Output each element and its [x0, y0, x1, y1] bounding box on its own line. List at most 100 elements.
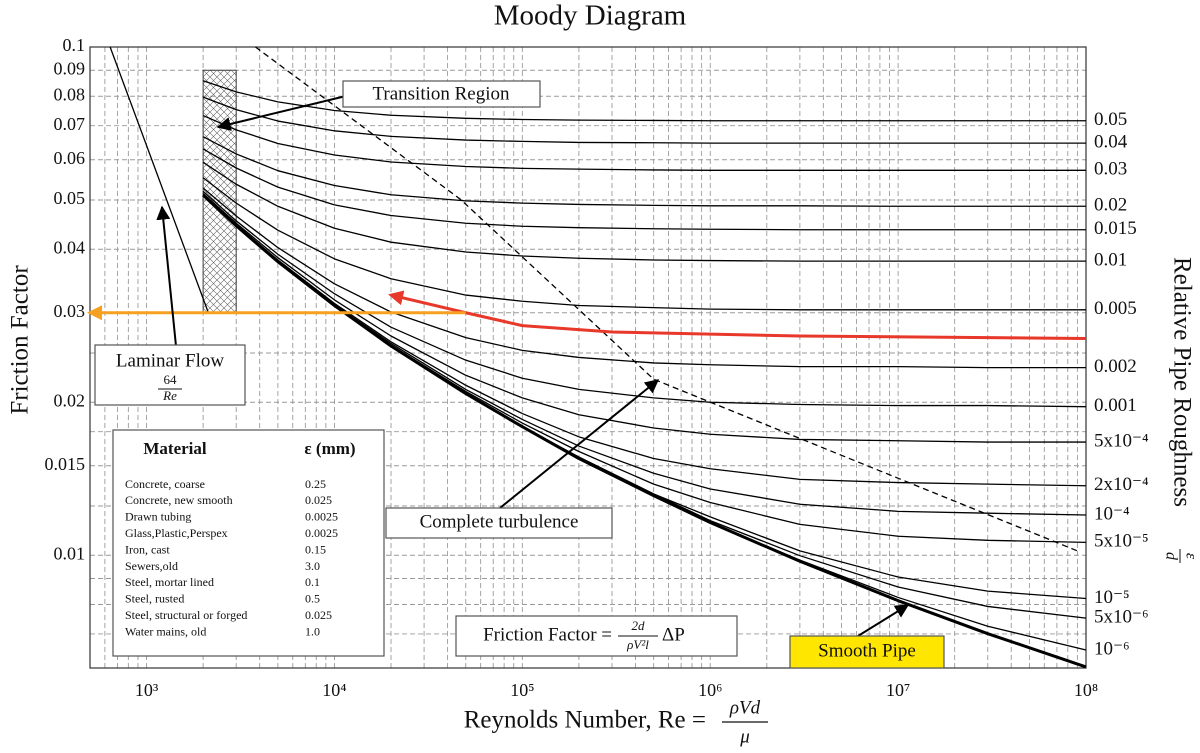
y2-axis-label-denominator: d: [1162, 552, 1179, 561]
table-cell: 0.025: [305, 493, 332, 507]
series-line: [202, 187, 1086, 369]
roughness-label: 5x10⁻⁴: [1094, 430, 1149, 451]
table-cell: 0.5: [305, 592, 320, 606]
table-cell: 3.0: [305, 559, 320, 573]
series-line: [202, 194, 1087, 669]
annotation-denominator: Re: [162, 388, 177, 403]
y2-axis-label-text: Relative Pipe Roughness: [1168, 257, 1195, 507]
annotation-numerator: 64: [164, 372, 178, 387]
table-cell: Glass,Plastic,Perspex: [125, 526, 228, 540]
x-axis-label: Reynolds Number, Re = ρVd μ: [464, 697, 768, 747]
annotation-denominator: ρV²l: [626, 637, 649, 652]
annotation-arrow: [499, 379, 660, 509]
roughness-label: 10⁻⁵: [1094, 587, 1130, 608]
plot-area: 10³ 10⁴ 10⁵ 10⁶ 10⁷ 10⁸ 0.1 0.09 0.08 0.07 0.06 0.0…: [45, 35, 1099, 700]
table-cell: Sewers,old: [125, 559, 178, 573]
material-table: Material ε (mm) Concrete, coarse 0.25 Conc…: [112, 429, 385, 657]
y-tick-label: 0.01: [54, 543, 86, 563]
series-line: [202, 177, 1086, 311]
x-tick-label: 10⁶: [698, 680, 722, 700]
y-tick-label: 0.015: [45, 454, 86, 474]
series-line: [388, 290, 1087, 340]
roughness-label: 0.005: [1094, 298, 1137, 319]
table-cell: Steel, rusted: [125, 592, 184, 606]
chart-title: Moody Diagram: [494, 0, 687, 32]
annotation-text: Laminar Flow: [116, 350, 224, 371]
roughness-label: 5x10⁻⁶: [1094, 607, 1149, 628]
x-axis-label-numerator: ρVd: [729, 697, 761, 718]
x-tick-label: 10⁴: [322, 680, 346, 700]
roughness-label: 0.01: [1094, 250, 1127, 271]
annotation-arrow: [156, 205, 177, 347]
roughness-label: 5x10⁻⁵: [1094, 531, 1149, 552]
y-tick-label: 0.02: [54, 390, 86, 410]
table-header: Material: [143, 439, 207, 458]
table-cell: Concrete, new smooth: [125, 493, 233, 507]
x-axis-label-denominator: μ: [739, 726, 750, 747]
table-cell: 0.025: [305, 608, 332, 622]
y-tick-label: 0.05: [54, 188, 86, 208]
annotation-text: Smooth Pipe: [818, 640, 916, 661]
roughness-label: 0.05: [1094, 109, 1127, 130]
x-tick-label: 10⁷: [886, 680, 910, 700]
series-line: [202, 114, 1086, 171]
annotation-box: [455, 615, 738, 657]
annotation-text: Friction Factor =: [483, 624, 612, 645]
table-cell: 0.1: [305, 575, 320, 589]
y-tick-label: 0.03: [54, 301, 86, 321]
y2-axis-label-numerator: ε: [1182, 553, 1199, 560]
plot-frame: [89, 46, 1087, 669]
annotation-box: [385, 507, 613, 539]
roughness-label: 0.002: [1094, 356, 1137, 377]
roughness-label: 10⁻⁴: [1094, 503, 1130, 524]
y-tick-label: 0.06: [54, 148, 86, 168]
transition-region: [202, 69, 237, 314]
roughness-label: 0.02: [1094, 195, 1127, 216]
series-line: [109, 46, 209, 313]
annotation-box: [342, 80, 541, 108]
x-tick-label: 10³: [135, 680, 159, 700]
table-cell: Water mains, old: [125, 624, 206, 638]
table-cell: 0.15: [305, 542, 326, 556]
x-tick-label: 10⁸: [1074, 680, 1098, 700]
series-line: [202, 192, 1086, 443]
roughness-label: 10⁻⁶: [1094, 638, 1130, 659]
series-line: [202, 80, 1086, 122]
table-cell: Concrete, coarse: [125, 477, 205, 491]
y2-axis-label: Relative Pipe Roughness ε d: [1162, 257, 1199, 563]
laminar-flow-annotation: Laminar Flow 64 Re: [94, 205, 246, 406]
annotation-arrow: [857, 604, 910, 637]
annotation-text: Complete turbulence: [420, 511, 579, 532]
roughness-label: 0.001: [1094, 395, 1137, 416]
annotation-text: Transition Region: [372, 83, 510, 104]
table-cell: Steel, mortar lined: [125, 575, 214, 589]
y-tick-label: 0.07: [54, 114, 86, 134]
series-line: [202, 190, 1087, 408]
complete-turbulence-annotation: Complete turbulence: [385, 379, 660, 539]
roughness-label: 0.04: [1094, 131, 1128, 152]
roughness-label: 2x10⁻⁴: [1094, 474, 1149, 495]
roughness-label: 0.015: [1094, 218, 1137, 239]
y-axis-label: Friction Factor: [7, 265, 34, 415]
annotation-numerator: 2d: [632, 618, 646, 633]
annotation-arrow: [216, 95, 347, 131]
y-tick-label: 0.04: [54, 237, 86, 257]
table-cell: 0.25: [305, 477, 326, 491]
table-cell: Steel, structural or forged: [125, 608, 247, 622]
friction-factor-annotation: Friction Factor = 2d ρV²l ΔP: [455, 615, 738, 657]
smooth-pipe-annotation: Smooth Pipe: [789, 604, 945, 669]
table-box: [112, 429, 385, 657]
y-tick-label: 0.09: [54, 58, 86, 78]
table-header: ε (mm): [304, 439, 355, 458]
y-tick-label: 0.08: [54, 84, 86, 104]
table-cell: 1.0: [305, 624, 320, 638]
x-axis-label-text: Reynolds Number, Re =: [464, 707, 706, 734]
series-line: [202, 96, 1086, 144]
series-line: [202, 161, 1086, 262]
annotation-suffix: ΔP: [662, 624, 685, 645]
roughness-label: 0.03: [1094, 159, 1127, 180]
series-line: [202, 148, 1086, 231]
x-tick-label: 10⁵: [510, 680, 534, 700]
table-cell: Drawn tubing: [125, 510, 191, 524]
